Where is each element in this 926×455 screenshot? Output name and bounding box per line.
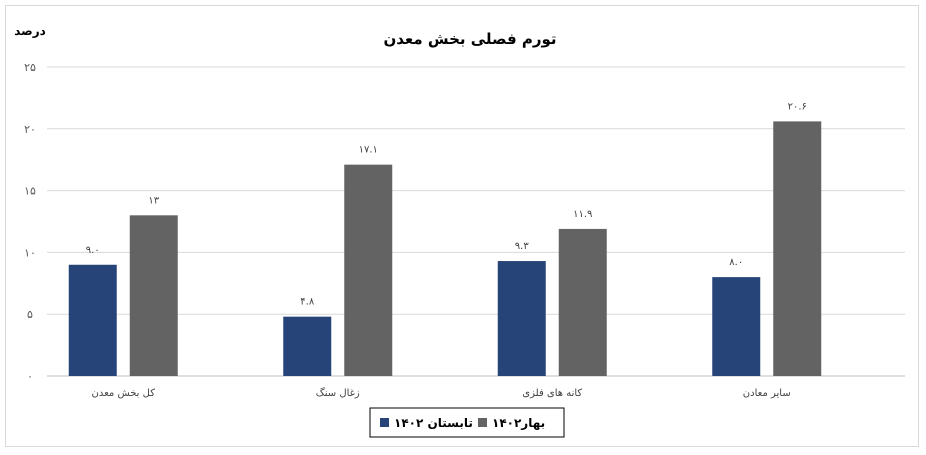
bar bbox=[344, 164, 393, 376]
chart-title: تورم فصلی بخش معدن bbox=[383, 30, 556, 48]
legend-swatch bbox=[478, 418, 487, 427]
bar bbox=[558, 228, 607, 376]
legend: تابستان ۱۴۰۲ بهار۱۴۰۲ bbox=[369, 407, 565, 438]
x-tick-label: زغال سنگ bbox=[316, 387, 360, 399]
data-label: ۱۱.۹ bbox=[573, 209, 592, 220]
data-label: ۱۷.۱ bbox=[359, 145, 378, 156]
data-label: ۲۰.۶ bbox=[788, 101, 807, 112]
bar bbox=[68, 264, 117, 376]
legend-label: بهار۱۴۰۲ bbox=[492, 416, 545, 430]
bar bbox=[497, 261, 546, 376]
x-tick-label: کل بخش معدن bbox=[92, 388, 156, 399]
y-tick-label: ۲۰ bbox=[24, 123, 36, 136]
y-tick-label: ۱۵ bbox=[24, 185, 36, 198]
bar bbox=[129, 215, 178, 376]
data-label: ۴.۸ bbox=[300, 297, 315, 308]
data-label: ۹.۳ bbox=[515, 241, 530, 252]
data-label: ۹.۰ bbox=[86, 245, 100, 256]
x-tick-label: سایر معادن bbox=[743, 388, 791, 399]
bar bbox=[712, 277, 761, 376]
chart-frame bbox=[5, 5, 919, 447]
bar bbox=[283, 316, 332, 376]
legend-swatch bbox=[380, 418, 389, 427]
data-label: ۸.۰ bbox=[729, 257, 743, 268]
x-tick-label: کانه های فلزی bbox=[522, 388, 582, 399]
y-tick-label: ۲۵ bbox=[24, 61, 36, 74]
y-axis-label: درصد bbox=[14, 24, 46, 38]
legend-label: تابستان ۱۴۰۲ bbox=[394, 416, 473, 430]
y-tick-label: ۵ bbox=[27, 308, 33, 321]
y-tick-label: ۱۰ bbox=[24, 246, 36, 259]
bar bbox=[773, 121, 822, 376]
data-label: ۱۳ bbox=[148, 195, 159, 206]
legend-box bbox=[369, 407, 565, 438]
y-tick-label: ۰ bbox=[27, 370, 33, 383]
